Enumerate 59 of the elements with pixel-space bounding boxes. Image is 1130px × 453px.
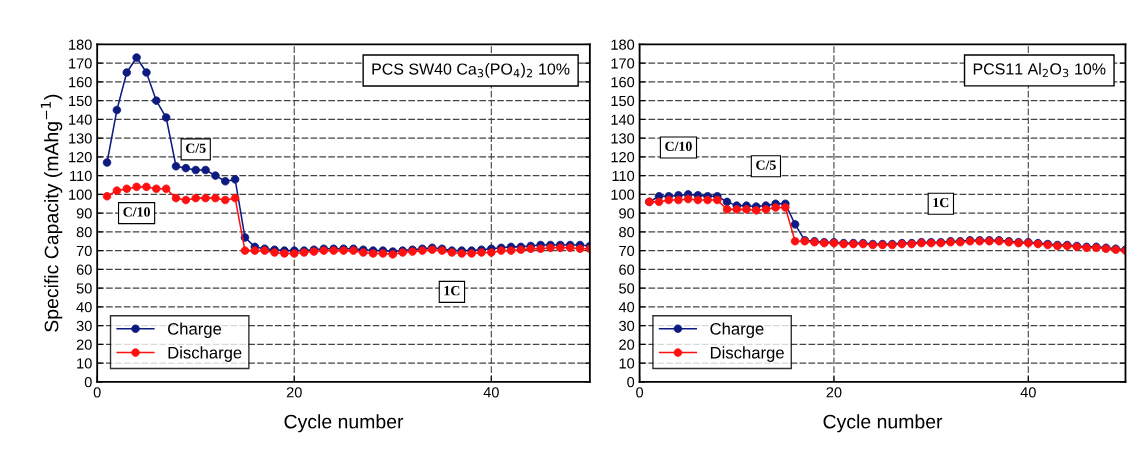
y-tick-label: 120: [69, 151, 92, 163]
y-tick-label: 80: [76, 226, 92, 238]
x-tick-label: 20: [826, 387, 842, 398]
y-tick-label: 20: [76, 339, 92, 350]
legend-label: Discharge: [168, 346, 242, 362]
y-tick-label: 130: [69, 133, 92, 144]
annotation: C/10: [665, 141, 692, 151]
y-tick-label: 110: [612, 170, 635, 182]
y-tick-label: 100: [611, 189, 635, 200]
y-tick-label: 30: [619, 320, 635, 332]
y-tick-label: 0: [84, 376, 92, 388]
x-tick-label: 40: [1020, 387, 1036, 398]
y-tick-label: 70: [76, 245, 92, 257]
y-tick-label: 180: [611, 39, 635, 50]
y-tick-label: 10: [619, 358, 635, 369]
x-axis-title: Cycle number: [284, 414, 404, 433]
y-tick-label: 40: [618, 301, 635, 313]
annotation: 1C: [444, 286, 460, 296]
y-tick-label: 140: [69, 114, 92, 125]
text: PCS11 Al$_{2}$O$_{3}$ 10%: [973, 62, 1106, 78]
y-tick-label: 150: [611, 95, 635, 107]
annotation: C/5: [756, 160, 776, 170]
annotation: 1C: [933, 197, 949, 208]
y-tick-label: 10: [77, 358, 92, 369]
y-tick-label: 160: [611, 76, 635, 88]
annotation: C/10: [123, 207, 150, 217]
x-axis-title: Cycle number: [823, 414, 943, 433]
y-tick-label: 0: [627, 376, 635, 388]
y-tick-label: 100: [69, 189, 92, 200]
y-tick-label: 140: [611, 114, 635, 125]
y-tick-label: 170: [69, 58, 92, 69]
y-tick-label: 40: [76, 301, 92, 313]
y-tick-label: 170: [611, 58, 635, 69]
y-tick-label: 30: [76, 320, 92, 332]
y-tick-label: 50: [619, 283, 635, 294]
y-tick-label: 60: [619, 264, 635, 275]
annotation: C/5: [185, 143, 206, 153]
x-tick-label: 40: [483, 387, 499, 398]
y-tick-label: 160: [69, 76, 92, 88]
y-axis-title: Specific Capacity (mAhg$^{−1}$): [40, 94, 63, 332]
y-tick-label: 90: [619, 208, 635, 219]
x-tick-label: 20: [286, 387, 302, 398]
y-tick-label: 110: [70, 170, 92, 182]
legend-label: Charge: [710, 322, 764, 339]
y-tick-label: 180: [69, 39, 92, 50]
y-tick-label: 80: [619, 226, 635, 238]
x-tick-label: 0: [636, 387, 644, 398]
legend-label: Discharge: [710, 346, 784, 362]
text: PCS SW40 Ca$_{3}$(PO$_{4}$)$_{2}$ 10%: [372, 62, 570, 78]
y-tick-label: 130: [611, 133, 635, 144]
y-tick-label: 120: [611, 151, 635, 163]
y-tick-label: 60: [76, 264, 92, 275]
y-tick-label: 90: [76, 208, 92, 219]
x-tick-label: 0: [93, 387, 101, 398]
y-tick-label: 20: [619, 339, 635, 350]
y-tick-label: 150: [69, 95, 92, 107]
legend-label: Charge: [168, 322, 222, 339]
y-tick-label: 70: [619, 245, 635, 257]
y-tick-label: 50: [76, 283, 92, 294]
